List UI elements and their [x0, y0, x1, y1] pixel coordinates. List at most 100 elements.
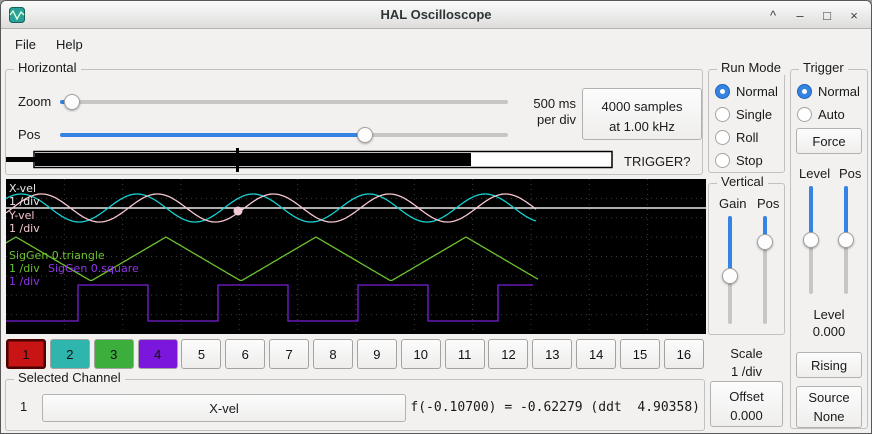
- radio-indicator: [715, 84, 730, 99]
- trigger-panel: Trigger Normal Auto Force Level Pos Level…: [790, 60, 868, 429]
- menubar: File Help: [1, 30, 871, 58]
- run-mode-roll[interactable]: Roll: [715, 126, 782, 149]
- channel-button-5[interactable]: 5: [181, 339, 222, 369]
- channel-name-button[interactable]: X-vel: [42, 394, 406, 422]
- trace-label: 1 /div: [9, 222, 40, 235]
- timebase-readout: 500 ms per div: [533, 96, 576, 127]
- selected-channel-number: 1: [20, 399, 28, 414]
- run-mode-stop[interactable]: Stop: [715, 149, 782, 172]
- horizontal-pos-label: Pos: [18, 127, 41, 142]
- minimize-icon[interactable]: –: [796, 7, 804, 23]
- horizontal-pos-slider-handle[interactable]: [357, 127, 374, 143]
- channel-button-6[interactable]: 6: [225, 339, 266, 369]
- trigger-pos-column-label: Pos: [839, 166, 862, 181]
- trace-SigGen 0.square: [6, 284, 533, 322]
- app-icon: [9, 7, 25, 23]
- scale-readout: Scale 1 /div: [730, 346, 763, 379]
- titlebar: HAL Oscilloscope ^ – □ ×: [1, 1, 871, 29]
- trigger-point-marker: [233, 206, 243, 216]
- channel-button-14[interactable]: 14: [576, 339, 617, 369]
- channel-button-13[interactable]: 13: [532, 339, 573, 369]
- channel-button-12[interactable]: 12: [488, 339, 529, 369]
- channel-button-4[interactable]: 4: [137, 339, 178, 369]
- trigger-level-readout: Level 0.000: [812, 307, 846, 339]
- trace-label: SigGen 0.triangle: [9, 249, 105, 262]
- radio-label: Normal: [818, 84, 860, 99]
- slider-track[interactable]: [60, 100, 508, 104]
- run-mode-panel: Run Mode Normal Single Roll Stop: [708, 60, 785, 173]
- trigger-pos-slider-handle[interactable]: [838, 232, 854, 248]
- close-icon[interactable]: ×: [850, 7, 858, 23]
- radio-indicator: [715, 107, 730, 122]
- channel-selector: 1 2 3 4 5 6 7 8 9 10 11 12 13 14 15 16: [6, 339, 704, 369]
- scope-display[interactable]: X-vel 1 /div Y-vel 1 /div SigGen 0.triangle 1…: [5, 179, 706, 334]
- run-mode-panel-label: Run Mode: [717, 60, 785, 75]
- selected-channel-panel-label: Selected Channel: [14, 370, 125, 385]
- window-title: HAL Oscilloscope: [380, 7, 492, 22]
- horizontal-panel-label: Horizontal: [14, 60, 81, 75]
- trace-SigGen 0.triangle: [5, 236, 539, 282]
- trigger-level-column-label: Level: [799, 166, 831, 181]
- channel-button-10[interactable]: 10: [400, 339, 441, 369]
- menu-file[interactable]: File: [15, 36, 36, 52]
- trigger-pos-slider[interactable]: [837, 184, 855, 296]
- maximize-icon[interactable]: □: [823, 7, 831, 23]
- gain-slider-handle[interactable]: [722, 267, 738, 284]
- vertical-panel: Vertical Gain Pos: [708, 174, 785, 335]
- trigger-level-slider[interactable]: [802, 184, 820, 296]
- window-controls: ^ – □ ×: [766, 1, 861, 29]
- channel-value-readout: f(-0.10700) = -0.62279 (ddt 4.90358): [410, 400, 700, 415]
- samples-button[interactable]: 4000 samples at 1.00 kHz: [582, 88, 702, 140]
- run-mode-options: Normal Single Roll Stop: [715, 80, 782, 172]
- capture-overview-bar[interactable]: [6, 148, 614, 172]
- vertical-pos-slider[interactable]: [756, 214, 774, 326]
- channel-button-11[interactable]: 11: [444, 339, 485, 369]
- horizontal-pos-slider[interactable]: [58, 126, 510, 144]
- channel-button-8[interactable]: 8: [313, 339, 354, 369]
- menu-help[interactable]: Help: [55, 36, 83, 52]
- trace-Y-vel: [5, 193, 537, 223]
- trigger-mode-auto[interactable]: Auto: [797, 103, 865, 126]
- radio-label: Normal: [736, 84, 778, 99]
- gain-label: Gain: [719, 196, 747, 211]
- force-button[interactable]: Force: [796, 128, 862, 154]
- channel-button-7[interactable]: 7: [269, 339, 310, 369]
- trace-label: Y-vel: [8, 209, 34, 222]
- trace-X-vel: [5, 193, 537, 223]
- run-mode-normal[interactable]: Normal: [715, 80, 782, 103]
- trigger-level-slider-handle[interactable]: [803, 232, 819, 248]
- radio-label: Stop: [736, 153, 763, 168]
- trigger-position-tick: [236, 148, 239, 172]
- trigger-mode-normal[interactable]: Normal: [797, 80, 865, 103]
- gain-slider[interactable]: [721, 214, 739, 326]
- slider-track[interactable]: [60, 133, 508, 137]
- channel-button-2[interactable]: 2: [49, 339, 90, 369]
- vertical-pos-slider-handle[interactable]: [757, 234, 773, 250]
- horizontal-panel: Horizontal Zoom 500 ms per div 4000 samp…: [5, 60, 703, 175]
- trigger-edge-button[interactable]: Rising: [796, 352, 862, 378]
- trace-label: X-vel: [9, 182, 36, 195]
- channel-button-9[interactable]: 9: [356, 339, 397, 369]
- trace-label: 1 /div: [9, 275, 40, 288]
- trace-label: SigGen 0.square: [48, 262, 139, 275]
- trace-label: 1 /div: [9, 195, 40, 208]
- slider-track[interactable]: [763, 216, 767, 324]
- radio-indicator: [797, 107, 812, 122]
- zoom-slider[interactable]: [58, 93, 510, 111]
- zoom-slider-handle[interactable]: [63, 94, 80, 110]
- trigger-mode-options: Normal Auto: [797, 80, 865, 126]
- run-mode-single[interactable]: Single: [715, 103, 782, 126]
- offset-button[interactable]: Offset 0.000: [710, 381, 783, 427]
- radio-label: Roll: [736, 130, 759, 145]
- channel-button-1[interactable]: 1: [6, 339, 46, 369]
- channel-button-3[interactable]: 3: [93, 339, 134, 369]
- trigger-panel-label: Trigger: [799, 60, 848, 75]
- radio-label: Auto: [818, 107, 845, 122]
- channel-button-15[interactable]: 15: [620, 339, 661, 369]
- trigger-source-button[interactable]: Source None: [796, 386, 862, 428]
- channel-button-16[interactable]: 16: [663, 339, 704, 369]
- vertical-pos-label: Pos: [757, 196, 780, 211]
- shade-icon[interactable]: ^: [769, 7, 777, 23]
- vertical-panel-label: Vertical: [717, 174, 768, 189]
